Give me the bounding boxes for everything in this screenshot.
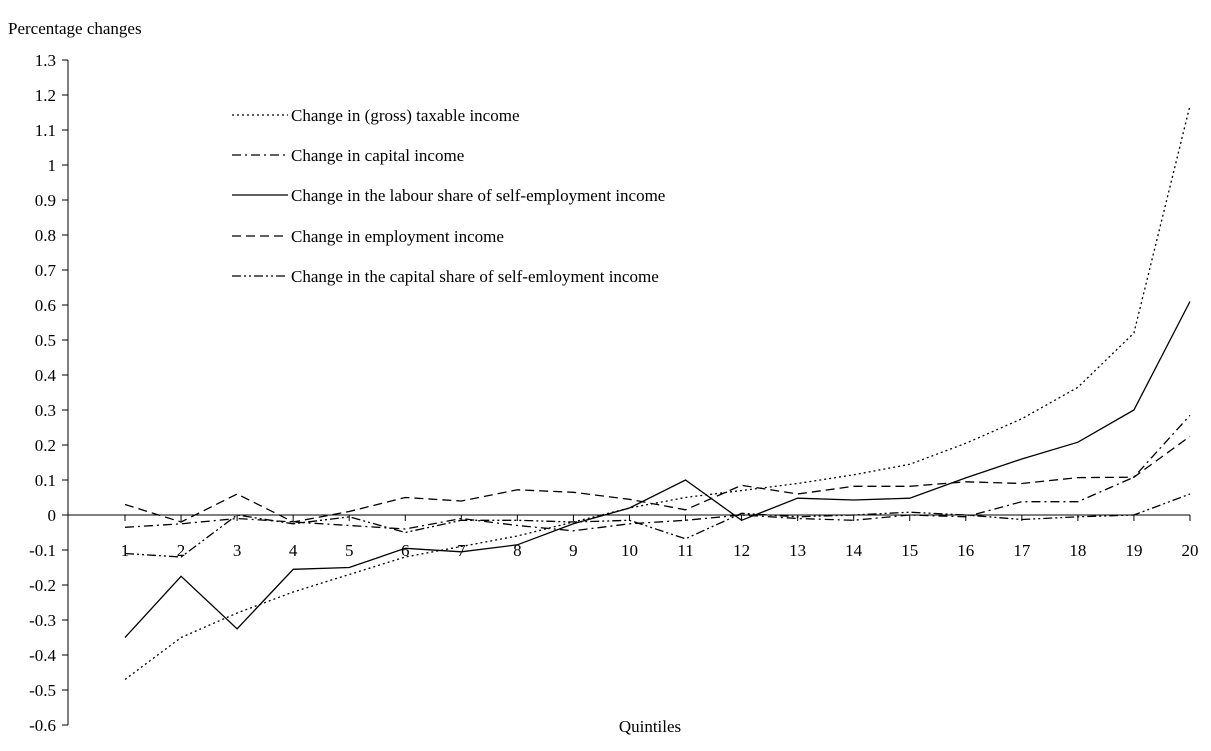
x-tick-label: 13 (789, 541, 806, 560)
legend-label-3: Change in the labour share of self-emplo… (291, 186, 665, 205)
y-tick-label: 0.9 (35, 191, 56, 210)
y-tick-label: 0.8 (35, 226, 56, 245)
y-tick-label: -0.3 (29, 611, 56, 630)
series-line-4 (124, 435, 1191, 523)
legend-label-5: Change in the capital share of self-emlo… (291, 267, 659, 286)
y-tick-label: 1.3 (35, 51, 56, 70)
x-tick-label: 16 (957, 541, 974, 560)
x-axis-label: Quintiles (619, 717, 681, 736)
y-tick-label: 0.6 (35, 296, 56, 315)
series-line-5 (124, 493, 1191, 558)
y-tick-label: 1 (48, 156, 57, 175)
x-tick-label: 10 (621, 541, 638, 560)
x-tick-label: 15 (901, 541, 918, 560)
y-tick-label: -0.2 (29, 576, 56, 595)
x-tick-label: 3 (233, 541, 242, 560)
x-tick-label: 11 (677, 541, 693, 560)
y-tick-label: -0.6 (29, 716, 56, 735)
x-tick-label: 17 (1013, 541, 1031, 560)
x-tick-label: 8 (513, 541, 522, 560)
x-tick-label: 6 (401, 541, 410, 560)
x-tick-label: 7 (457, 541, 466, 560)
x-tick-label: 12 (733, 541, 750, 560)
y-tick-label: 1.2 (35, 86, 56, 105)
legend-label-4: Change in employment income (291, 227, 504, 246)
series-line-3 (124, 301, 1191, 638)
y-tick-label: -0.5 (29, 681, 56, 700)
x-tick-label: 9 (569, 541, 578, 560)
y-tick-label: 0.1 (35, 471, 56, 490)
x-tick-label: 18 (1069, 541, 1086, 560)
y-tick-label: 0.5 (35, 331, 56, 350)
x-tick-label: 14 (845, 541, 863, 560)
y-tick-label: 1.1 (35, 121, 56, 140)
series-line-1 (124, 105, 1191, 681)
y-tick-label: 0.7 (35, 261, 57, 280)
series-line-2 (124, 414, 1191, 532)
y-tick-label: 0.4 (35, 366, 57, 385)
legend-label-2: Change in capital income (291, 146, 464, 165)
x-tick-label: 1 (121, 541, 130, 560)
y-tick-label: 0.3 (35, 401, 56, 420)
y-tick-label: -0.4 (29, 646, 56, 665)
legend-label-1: Change in (gross) taxable income (291, 106, 520, 125)
y-tick-label: -0.1 (29, 541, 56, 560)
x-tick-label: 4 (289, 541, 298, 560)
y-axis-label: Percentage changes (8, 19, 142, 38)
y-tick-label: 0.2 (35, 436, 56, 455)
y-tick-label: 0 (48, 506, 57, 525)
x-tick-label: 5 (345, 541, 354, 560)
x-tick-label: 19 (1125, 541, 1142, 560)
x-tick-label: 20 (1182, 541, 1199, 560)
x-tick-label: 2 (177, 541, 186, 560)
